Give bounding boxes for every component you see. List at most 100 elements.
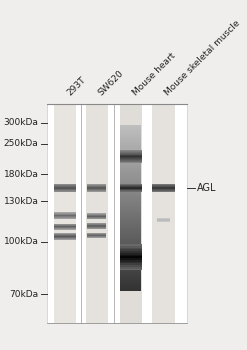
Bar	[121, 174, 141, 177]
Bar	[120, 246, 142, 247]
Bar	[120, 189, 142, 190]
Bar	[120, 157, 142, 158]
Bar	[54, 185, 76, 186]
Bar	[54, 218, 76, 219]
Bar	[121, 176, 141, 179]
Bar	[121, 282, 141, 285]
Bar	[121, 129, 141, 132]
Bar	[121, 139, 141, 142]
Bar	[120, 156, 142, 157]
Bar	[87, 234, 106, 235]
Bar	[54, 190, 76, 191]
Bar	[121, 189, 141, 192]
Bar	[54, 191, 76, 192]
Bar	[120, 244, 142, 246]
Bar	[121, 201, 141, 204]
Bar	[121, 152, 141, 154]
Bar	[54, 216, 76, 217]
FancyBboxPatch shape	[86, 104, 108, 323]
Bar	[54, 213, 76, 214]
Bar	[120, 155, 142, 156]
Bar	[121, 127, 141, 130]
Bar	[87, 236, 106, 237]
Bar	[121, 264, 141, 266]
Bar	[121, 220, 141, 223]
Bar	[54, 184, 76, 185]
FancyBboxPatch shape	[120, 104, 142, 323]
Bar	[120, 161, 142, 162]
Bar	[54, 212, 76, 213]
Bar	[121, 125, 141, 127]
Bar	[121, 170, 141, 173]
Bar	[120, 159, 142, 160]
Bar	[121, 229, 141, 231]
Bar	[120, 268, 142, 270]
Bar	[120, 154, 142, 155]
Bar	[120, 186, 142, 187]
Bar	[87, 223, 106, 224]
Text: Mouse skeletal muscle: Mouse skeletal muscle	[164, 19, 242, 98]
Bar	[121, 274, 141, 277]
Bar	[152, 186, 175, 187]
Bar	[54, 238, 76, 239]
Bar	[54, 214, 76, 215]
Bar	[121, 214, 141, 217]
Bar	[152, 184, 175, 185]
Bar	[120, 260, 142, 261]
Bar	[121, 241, 141, 244]
Bar	[121, 261, 141, 264]
Bar	[120, 151, 142, 152]
Bar	[121, 135, 141, 138]
Text: SW620: SW620	[97, 69, 125, 98]
Bar	[152, 189, 175, 190]
Bar	[121, 222, 141, 225]
Bar	[121, 218, 141, 221]
Bar	[121, 278, 141, 281]
Bar	[87, 214, 106, 215]
Bar	[121, 212, 141, 215]
Bar	[120, 247, 142, 249]
Bar	[120, 249, 142, 251]
Text: 180kDa: 180kDa	[4, 170, 39, 179]
Bar	[121, 245, 141, 248]
Bar	[121, 144, 141, 146]
Bar	[54, 186, 76, 187]
Bar	[54, 228, 76, 229]
Bar	[87, 215, 106, 216]
Bar	[54, 217, 76, 218]
Text: 70kDa: 70kDa	[9, 290, 39, 299]
Bar	[121, 168, 141, 171]
Bar	[121, 268, 141, 271]
Bar	[54, 226, 76, 227]
Bar	[121, 237, 141, 239]
Bar	[121, 193, 141, 196]
Bar	[152, 187, 175, 188]
FancyBboxPatch shape	[152, 104, 175, 323]
Bar	[120, 256, 142, 258]
Bar	[120, 153, 142, 154]
Bar	[121, 133, 141, 136]
Bar	[152, 190, 175, 191]
Bar	[120, 187, 142, 188]
Bar	[121, 166, 141, 169]
Bar	[121, 243, 141, 246]
Bar	[121, 266, 141, 268]
Bar	[121, 258, 141, 260]
Text: 300kDa: 300kDa	[4, 118, 39, 127]
Bar	[121, 156, 141, 159]
Bar	[121, 226, 141, 229]
Bar	[54, 188, 76, 189]
Bar	[121, 162, 141, 165]
Bar	[54, 187, 76, 188]
Bar	[121, 253, 141, 256]
Bar	[120, 184, 142, 185]
Bar	[121, 288, 141, 291]
Bar	[87, 227, 106, 228]
Bar	[54, 225, 76, 226]
Bar	[87, 216, 106, 217]
FancyBboxPatch shape	[47, 104, 187, 323]
Bar	[120, 254, 142, 256]
Bar	[87, 225, 106, 226]
Bar	[121, 247, 141, 250]
Bar	[152, 185, 175, 186]
